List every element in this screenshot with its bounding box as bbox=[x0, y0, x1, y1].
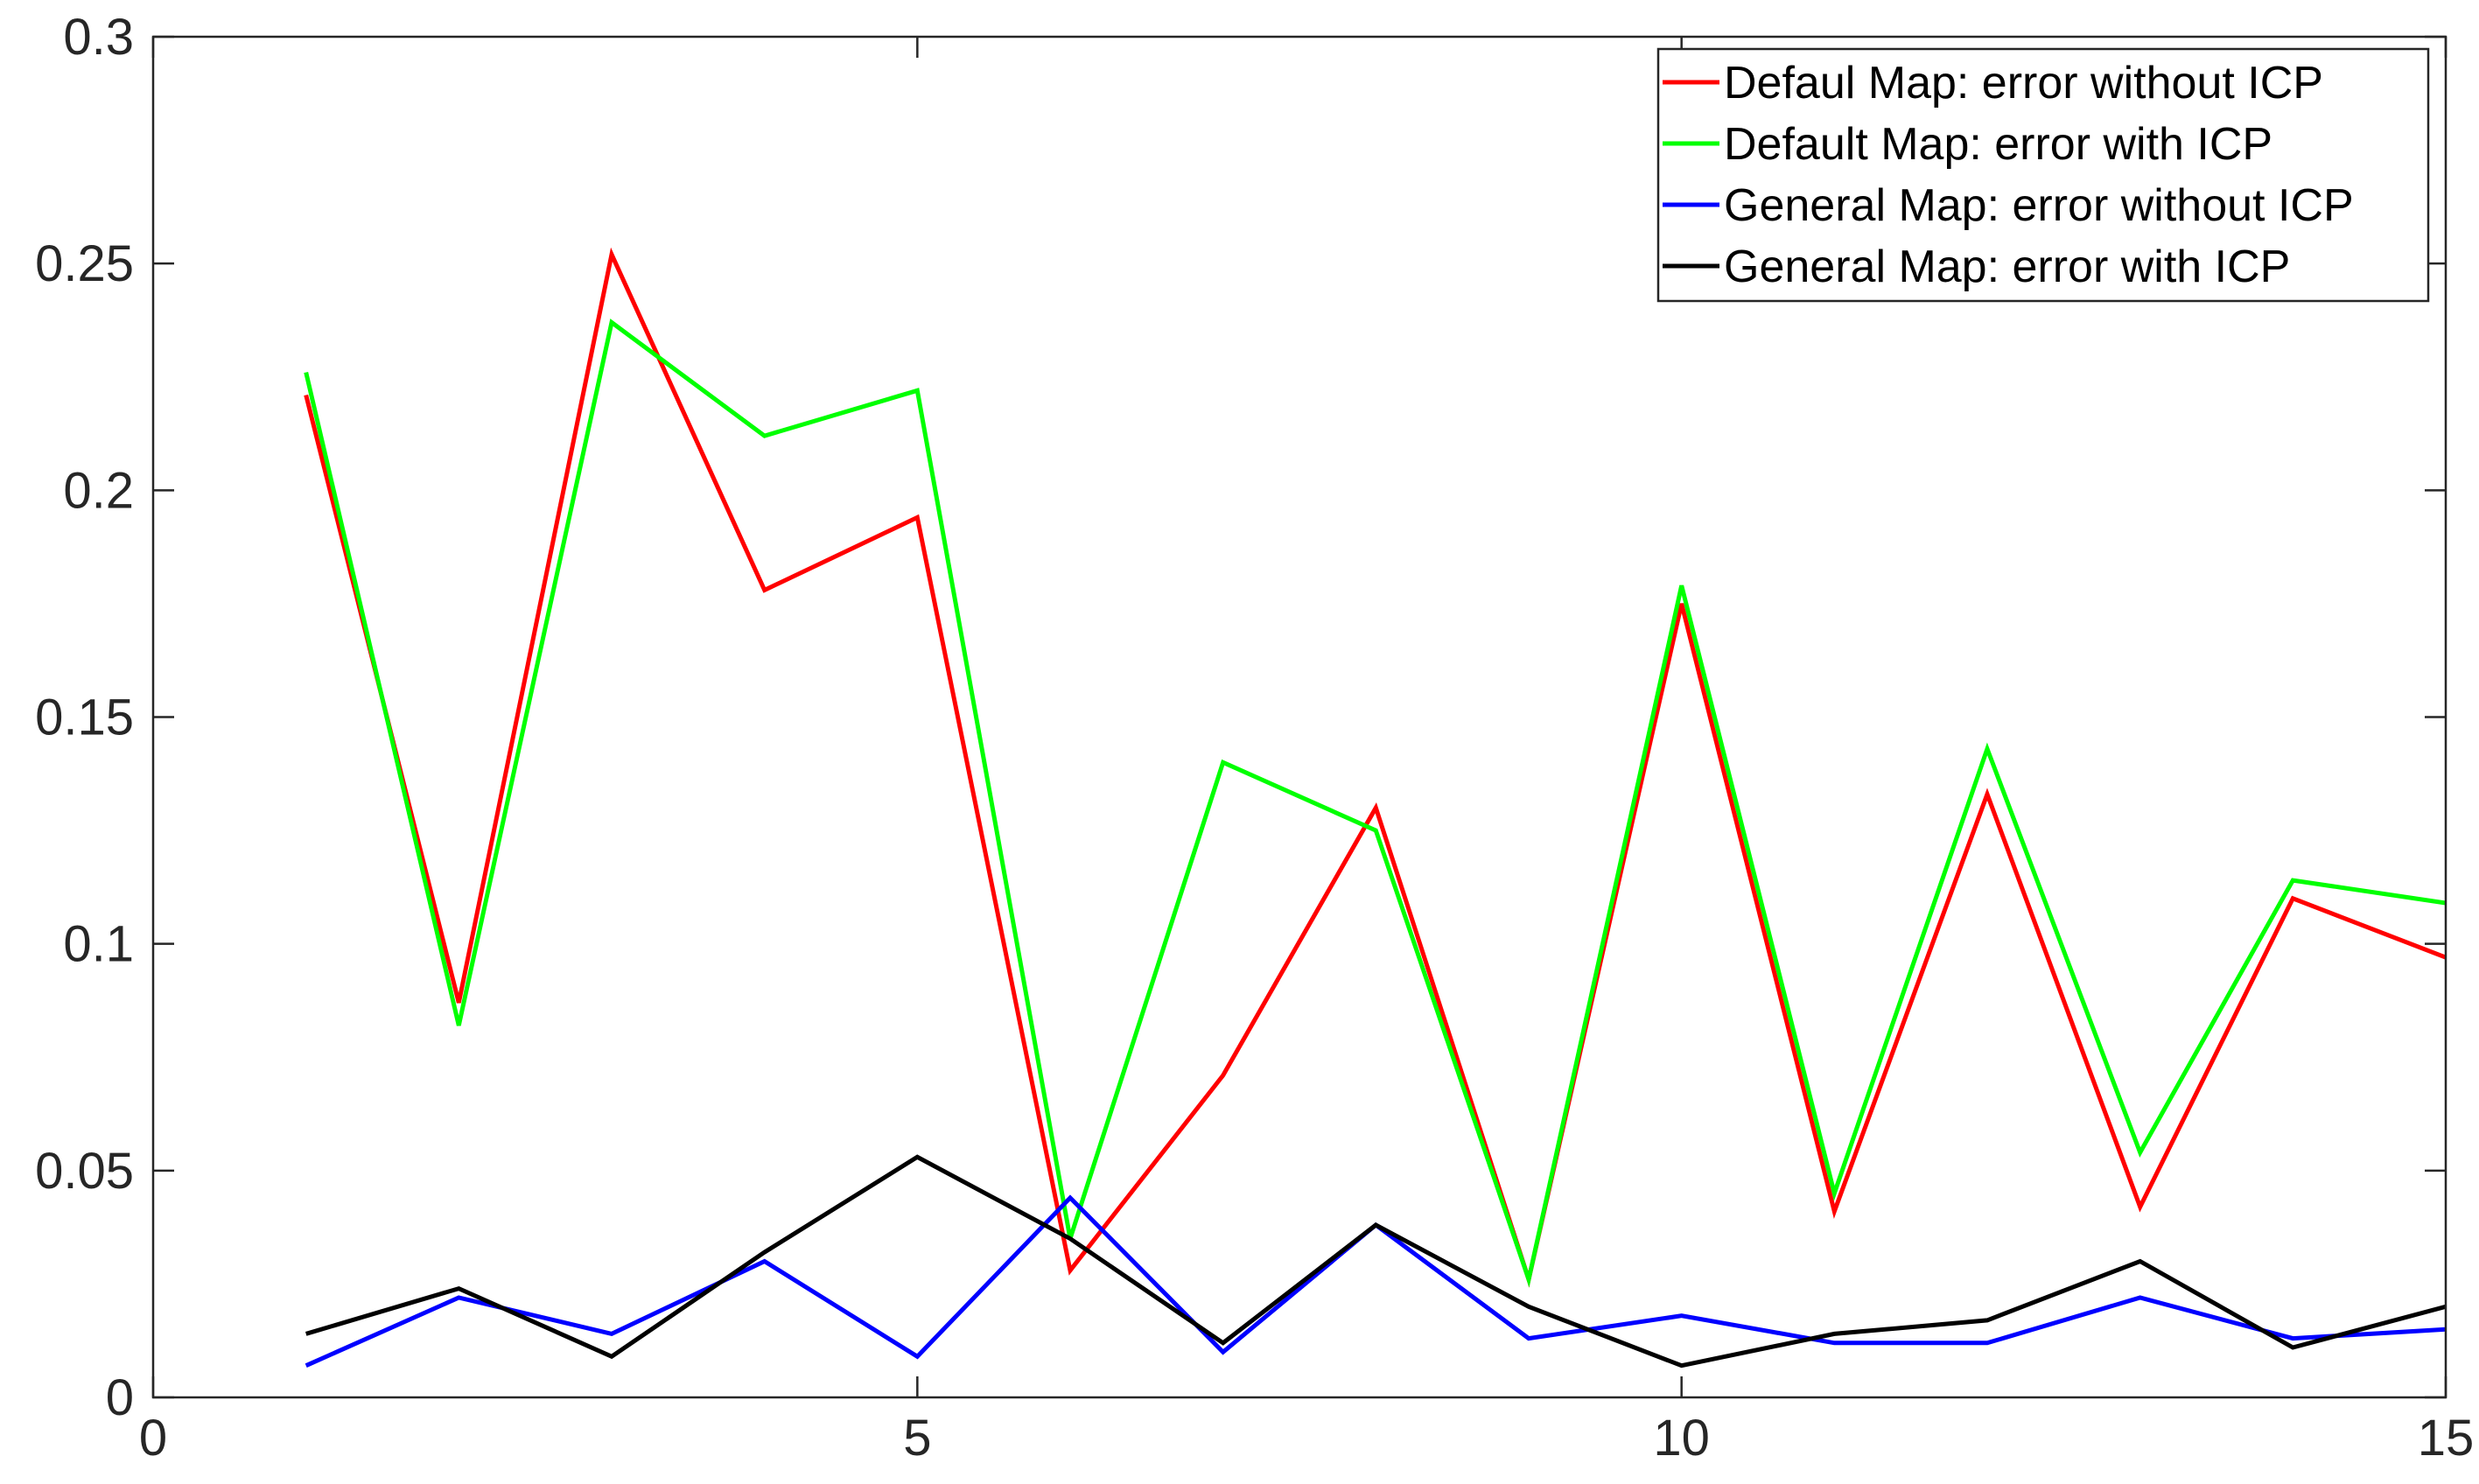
legend: Defaul Map: error without ICP Default Map… bbox=[1656, 47, 2430, 303]
y-tick-label: 0.2 bbox=[63, 462, 134, 519]
x-tick-label: 15 bbox=[2418, 1410, 2475, 1466]
series-line-2 bbox=[304, 318, 2447, 1288]
y-tick-label: 0.1 bbox=[63, 916, 134, 973]
series-layer bbox=[304, 247, 2447, 1368]
y-tick-label: 0.3 bbox=[63, 9, 134, 66]
x-tick-label: 10 bbox=[1653, 1410, 1710, 1466]
legend-box bbox=[1656, 47, 2430, 303]
legend-label: General Map: error with ICP bbox=[1724, 242, 2290, 292]
series-line-4 bbox=[305, 1154, 2447, 1368]
legend-label: Default Map: error with ICP bbox=[1724, 119, 2272, 170]
y-axis: 0 0.05 0.1 0.15 0.2 0.25 0.3 bbox=[35, 9, 2446, 1426]
series-line-1 bbox=[304, 247, 2447, 1288]
x-tick-label: 5 bbox=[903, 1410, 931, 1466]
y-tick-label: 0.25 bbox=[35, 235, 134, 292]
y-tick-label: 0 bbox=[106, 1369, 134, 1426]
x-tick-label: 0 bbox=[139, 1410, 167, 1466]
legend-label: Defaul Map: error without ICP bbox=[1724, 58, 2323, 108]
y-tick-label: 0.15 bbox=[35, 690, 134, 746]
legend-label: General Map: error without ICP bbox=[1724, 180, 2354, 231]
y-tick-label: 0.05 bbox=[35, 1143, 134, 1200]
x-axis: 0 5 10 15 bbox=[139, 37, 2474, 1466]
